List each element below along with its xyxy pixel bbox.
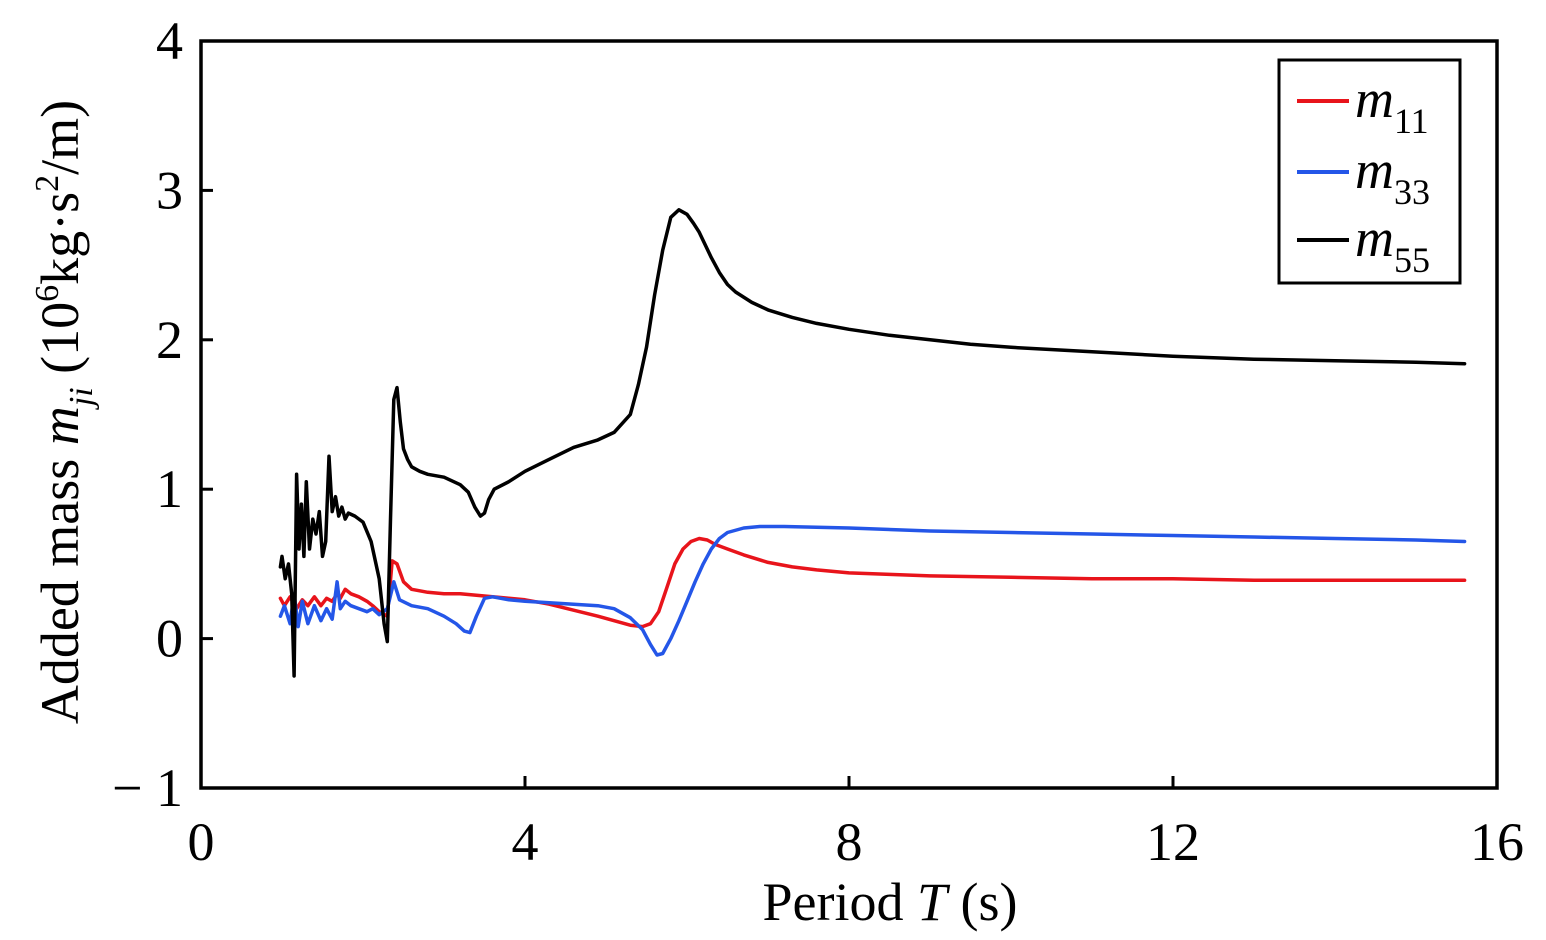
x-tick-label-0: 0 [188, 812, 215, 872]
x-tick-label-2: 8 [836, 812, 863, 872]
x-tick-label-1: 4 [512, 812, 539, 872]
legend-label-m55: m [1355, 208, 1394, 268]
legend-item-m11: m11 [1297, 69, 1429, 141]
svg-text:m55: m55 [1355, 208, 1430, 280]
x-tick-label-3: 12 [1146, 812, 1200, 872]
legend: m11 m33 m55 [1277, 58, 1462, 285]
x-tick-label-4: 16 [1470, 812, 1524, 872]
legend-sub-m55: 55 [1394, 240, 1430, 280]
y-tick-label-5: 4 [156, 11, 183, 71]
y-tick-label-4: 3 [156, 160, 183, 220]
series-line-m33 [278, 524, 1467, 657]
series-line-m55 [278, 208, 1467, 678]
legend-label-m33: m [1355, 140, 1394, 200]
y-tick-label-3: 2 [156, 310, 183, 370]
y-axis-label: Added mass mji (106kg·s2/m) [29, 100, 100, 724]
y-tick-label-0: − 1 [112, 758, 183, 818]
legend-item-m55: m55 [1297, 208, 1430, 280]
y-tick-label-2: 1 [156, 459, 183, 519]
y-tick-label-1: 0 [156, 609, 183, 669]
series-line-m11 [278, 536, 1467, 629]
svg-text:m33: m33 [1355, 140, 1430, 212]
svg-text:m11: m11 [1355, 69, 1429, 141]
x-axis-label: Period T (s) [762, 872, 1017, 932]
series-layer [278, 208, 1467, 678]
legend-label-m11: m [1355, 69, 1394, 129]
legend-sub-m33: 33 [1394, 172, 1430, 212]
legend-sub-m11: 11 [1394, 101, 1429, 141]
legend-item-m33: m33 [1297, 140, 1430, 212]
